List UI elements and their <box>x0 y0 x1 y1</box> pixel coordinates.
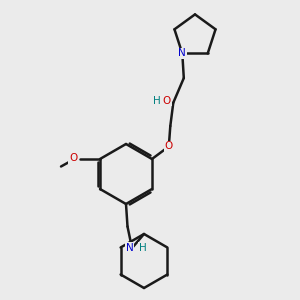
Text: H: H <box>139 243 146 253</box>
Text: O: O <box>69 153 77 164</box>
Text: O: O <box>163 96 171 106</box>
Text: N: N <box>126 243 134 253</box>
Text: N: N <box>178 49 186 58</box>
Text: O: O <box>165 142 173 152</box>
Text: H: H <box>153 96 161 106</box>
